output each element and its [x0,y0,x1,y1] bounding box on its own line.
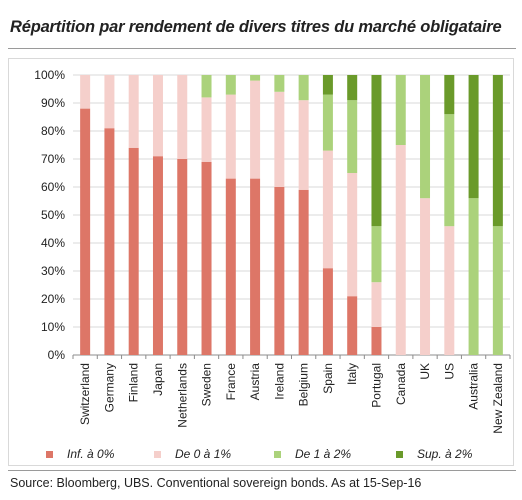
x-tick-label: Australia [467,363,481,410]
legend-label: Inf. à 0% [67,447,115,461]
x-tick-label: Switzerland [78,363,92,425]
x-tick-label: Japan [151,363,165,396]
bar-segment [322,94,333,151]
x-tick-label: France [224,363,238,401]
bar-segment [395,145,406,355]
x-tick-label: Portugal [369,363,383,408]
bar-segment [371,282,382,327]
x-tick-label: Sweden [200,363,214,406]
legend-label: De 0 à 1% [175,447,232,461]
bar-segment [444,75,455,115]
bar-segment [371,327,382,355]
legend-swatch [274,450,281,458]
x-tick-label: Finland [127,363,141,402]
y-tick-label: 20% [41,292,65,306]
bar-segment [201,75,212,98]
source-divider [8,470,516,471]
bar-segment [371,75,382,227]
bar-segment [201,161,212,355]
bar-segment [322,150,333,269]
bar-segment [298,100,309,190]
bar-segment [225,94,236,179]
legend-swatch [154,450,161,458]
legend-item: Inf. à 0% [46,447,114,461]
x-tick-label: Spain [321,363,335,394]
x-tick-label: Germany [102,363,116,412]
y-tick-label: 40% [41,236,65,250]
bar-segment [128,147,139,355]
x-tick-label: Italy [345,363,359,385]
bar-segment [347,173,358,297]
legend-item: Sup. à 2% [396,447,472,461]
bar-segment [492,75,503,227]
bar-segment [274,75,285,92]
bar-segment [250,178,261,355]
y-tick-label: 80% [41,124,65,138]
bar-segment [468,198,479,355]
x-tick-label: New Zealand [491,363,505,434]
source-note: Source: Bloomberg, UBS. Conventional sov… [10,476,422,490]
bar-segment [322,75,333,95]
bar-segment [274,91,285,187]
bar-segment [347,296,358,355]
x-tick-label: Canada [394,363,408,405]
x-tick-label: UK [418,363,432,380]
bar-segment [152,75,163,157]
chart-title: Répartition par rendement de divers titr… [10,18,502,36]
bar-segment [347,75,358,101]
bar-segment [104,75,115,129]
bar-segment [201,97,212,162]
legend-swatch [46,450,53,458]
bar-segment [250,75,261,81]
y-tick-label: 100% [34,68,65,82]
bar-segment [274,187,285,355]
bar-segment [347,100,358,173]
legend-item: De 0 à 1% [154,447,231,461]
bar-segment [225,75,236,95]
y-tick-label: 60% [41,180,65,194]
legend: Inf. à 0% De 0 à 1% De 1 à 2% Sup. à 2% [46,447,506,465]
bar-segment [128,75,139,148]
y-tick-label: 0% [48,348,66,362]
legend-label: Sup. à 2% [417,447,473,461]
bar-segment [444,114,455,227]
bar-segment [225,178,236,355]
bar-segment [177,159,188,355]
bar-segment [420,75,431,199]
bar-segment [395,75,406,145]
bar-segment [177,75,188,159]
bar-segment [250,80,261,179]
bar-segment [152,156,163,355]
y-tick-label: 50% [41,208,65,222]
bar-segment [468,75,479,199]
bar-segment [371,226,382,283]
legend-item: De 1 à 2% [274,447,351,461]
legend-swatch [396,450,403,458]
bar-segment [322,268,333,355]
x-tick-label: US [442,363,456,380]
bar-segment [104,128,115,355]
x-tick-label: Ireland [272,363,286,400]
y-tick-label: 30% [41,264,65,278]
title-divider [8,48,516,49]
x-tick-label: Belgium [297,363,311,406]
bar-segment [298,189,309,355]
y-tick-label: 10% [41,320,65,334]
y-tick-label: 70% [41,152,65,166]
bar-segment [420,198,431,355]
x-tick-label: Austria [248,363,262,401]
bar-segment [492,226,503,355]
bar-segment [444,226,455,355]
legend-label: De 1 à 2% [295,447,352,461]
bar-segment [298,75,309,101]
x-tick-label: Netherlands [175,363,189,428]
y-tick-label: 90% [41,96,65,110]
bar-segment [80,75,91,109]
bar-segment [80,108,91,355]
